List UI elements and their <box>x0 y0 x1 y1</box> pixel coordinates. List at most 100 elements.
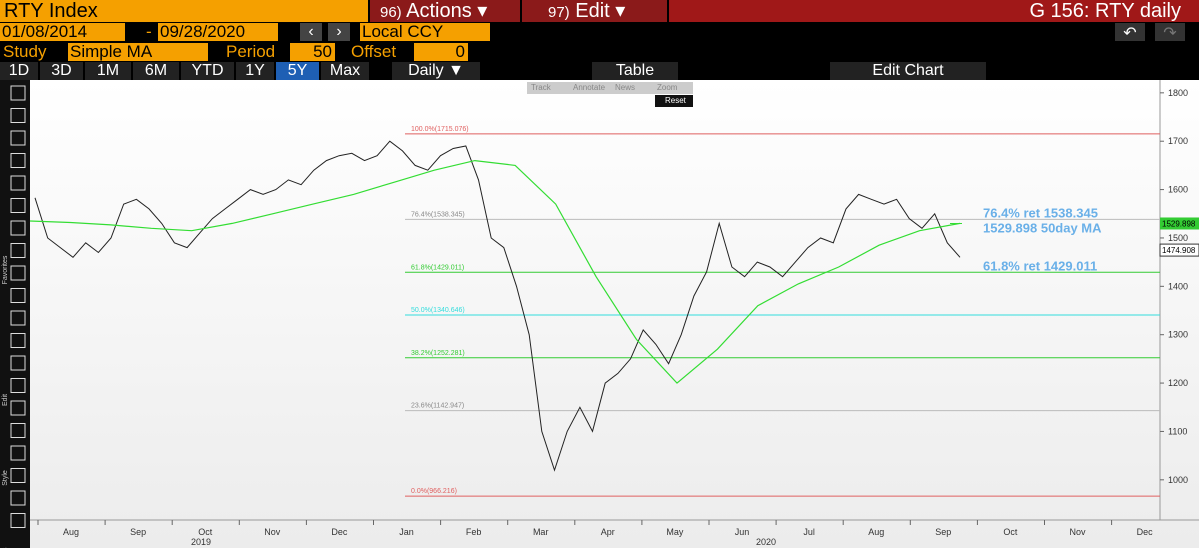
ma-marker <box>1160 217 1199 230</box>
fib-label: 0.0%(966.216) <box>411 488 457 495</box>
num: 96) <box>380 4 402 21</box>
series-line <box>29 159 961 384</box>
y-tick-label: 1500 <box>1168 233 1188 243</box>
sidebar-icon <box>10 378 26 393</box>
study-label: Study <box>3 42 47 61</box>
range-bar: 1D 3D 1M 6M YTD 1Y 5Y Max <box>0 62 1199 80</box>
next[interactable]: › <box>328 23 350 41</box>
x-tick-label: Jul <box>803 527 815 537</box>
y-tick-label: 1700 <box>1168 136 1188 146</box>
range-button[interactable]: 1M <box>85 62 131 80</box>
sidebar-icon <box>10 220 26 236</box>
actions-menu[interactable]: 96) Actions ▾ <box>370 0 520 22</box>
sidebar-icon <box>10 355 26 371</box>
range-button[interactable]: 3D <box>40 62 83 80</box>
range-button[interactable]: YTD <box>181 62 234 80</box>
period[interactable]: 50 <box>290 43 335 61</box>
range-button[interactable]: 5Y <box>276 62 319 80</box>
x-tick-label: Dec <box>1137 527 1154 537</box>
redo[interactable]: ↷ <box>1155 23 1185 42</box>
sidebar-icon <box>10 513 26 528</box>
range-button[interactable]: 6M <box>133 62 179 80</box>
range-button[interactable]: 1D <box>0 62 38 80</box>
sidebar-icon <box>10 85 26 101</box>
y-tick-label: 1400 <box>1168 281 1188 291</box>
fib-label: 100.0%(1715.076) <box>411 126 469 133</box>
tool[interactable]: News <box>615 83 636 92</box>
sidebar-section: Favorites <box>2 255 9 284</box>
tool-palette: Track Annotate News Zoom <box>527 82 693 94</box>
undo[interactable]: ↶ <box>1115 23 1145 42</box>
sidebar-section: Style <box>2 470 9 486</box>
currency[interactable]: Local CCY <box>360 23 490 41</box>
chart: Favorites Edit Style Modes 1000 1100 1200 1300 1… <box>0 80 1199 548</box>
y-tick-label: 1300 <box>1168 330 1188 340</box>
sidebar-icon <box>10 153 26 168</box>
x-tick-label: Aug <box>63 527 79 537</box>
tool[interactable]: Zoom <box>657 83 678 92</box>
price-marker-label: 1474.908 <box>1162 246 1196 255</box>
x-tick-label: Nov <box>264 527 281 537</box>
sidebar-icon <box>10 198 26 213</box>
x-tick-label: Apr <box>601 527 615 537</box>
sidebar-section: Modes <box>2 547 9 548</box>
sidebar-icon <box>10 265 26 281</box>
offset-label: Offset <box>351 42 397 61</box>
chart-id: G 156: RTY daily <box>669 0 1199 22</box>
label: Actions <box>406 0 472 22</box>
tool[interactable]: Track <box>531 83 551 92</box>
range-button[interactable]: 1Y <box>236 62 274 80</box>
tool[interactable]: Annotate <box>573 83 606 92</box>
x-tick-label: Nov <box>1069 527 1086 537</box>
security[interactable]: RTY Index <box>0 0 368 22</box>
period-label: Period <box>226 42 276 61</box>
num: 97) <box>548 4 570 21</box>
x-tick-label: Oct <box>198 527 213 537</box>
reset[interactable]: Reset <box>655 95 693 107</box>
plot-bg <box>30 80 1199 548</box>
sidebar-icon <box>10 130 26 146</box>
sidebar-icon <box>10 423 26 438</box>
x-tick-label: Oct <box>1003 527 1018 537</box>
frequency[interactable]: Daily ▼ <box>392 62 480 80</box>
edit-menu[interactable]: 97) Edit ▾ <box>522 0 667 22</box>
y-tick-label: 1000 <box>1168 475 1188 485</box>
edit-chart[interactable]: Edit Chart <box>830 62 986 80</box>
x-tick-label: Sep <box>935 527 951 537</box>
y-tick-label: 1100 <box>1168 426 1187 436</box>
start-date[interactable]: 01/08/2014 <box>0 23 125 41</box>
annotation: 61.8% ret 1429.011 <box>983 258 1097 273</box>
sidebar-icon <box>10 445 26 461</box>
x-tick-label: Aug <box>868 527 884 537</box>
fib-label: 38.2%(1252.281) <box>411 350 465 357</box>
y-tick-label: 1600 <box>1168 185 1188 195</box>
prev[interactable]: ‹ <box>300 23 322 41</box>
annotation: 1529.898 50day MA <box>983 220 1102 235</box>
year-label: 2020 <box>756 537 776 547</box>
offset[interactable]: 0 <box>414 43 468 61</box>
table-button[interactable]: Table <box>592 62 678 80</box>
study[interactable]: Simple MA <box>68 43 208 61</box>
annotation: 76.4% ret 1538.345 <box>983 205 1098 220</box>
x-tick-label: Sep <box>130 527 146 537</box>
price-marker <box>1159 243 1199 257</box>
sidebar-icon <box>10 310 26 326</box>
sidebar-icon <box>10 400 26 416</box>
sidebar-icon <box>10 108 26 123</box>
sidebar-icon <box>10 490 26 506</box>
range-button[interactable]: Max <box>321 62 369 80</box>
fib-label: 50.0%(1340.646) <box>411 307 465 314</box>
y-tick-label: 1800 <box>1168 88 1188 98</box>
ma-marker-label: 1529.898 <box>1162 219 1196 228</box>
end-date[interactable]: 09/28/2020 <box>158 23 278 41</box>
x-tick-label: Feb <box>466 527 482 537</box>
sidebar-icon <box>10 333 26 348</box>
x-tick-label: May <box>666 527 684 537</box>
x-tick-label: Mar <box>533 527 549 537</box>
fib-label: 61.8%(1429.011) <box>411 264 464 271</box>
dash: - <box>146 22 152 41</box>
sidebar-icon <box>10 468 26 483</box>
sidebar-section: Edit <box>2 394 9 406</box>
label: Edit <box>575 0 610 22</box>
